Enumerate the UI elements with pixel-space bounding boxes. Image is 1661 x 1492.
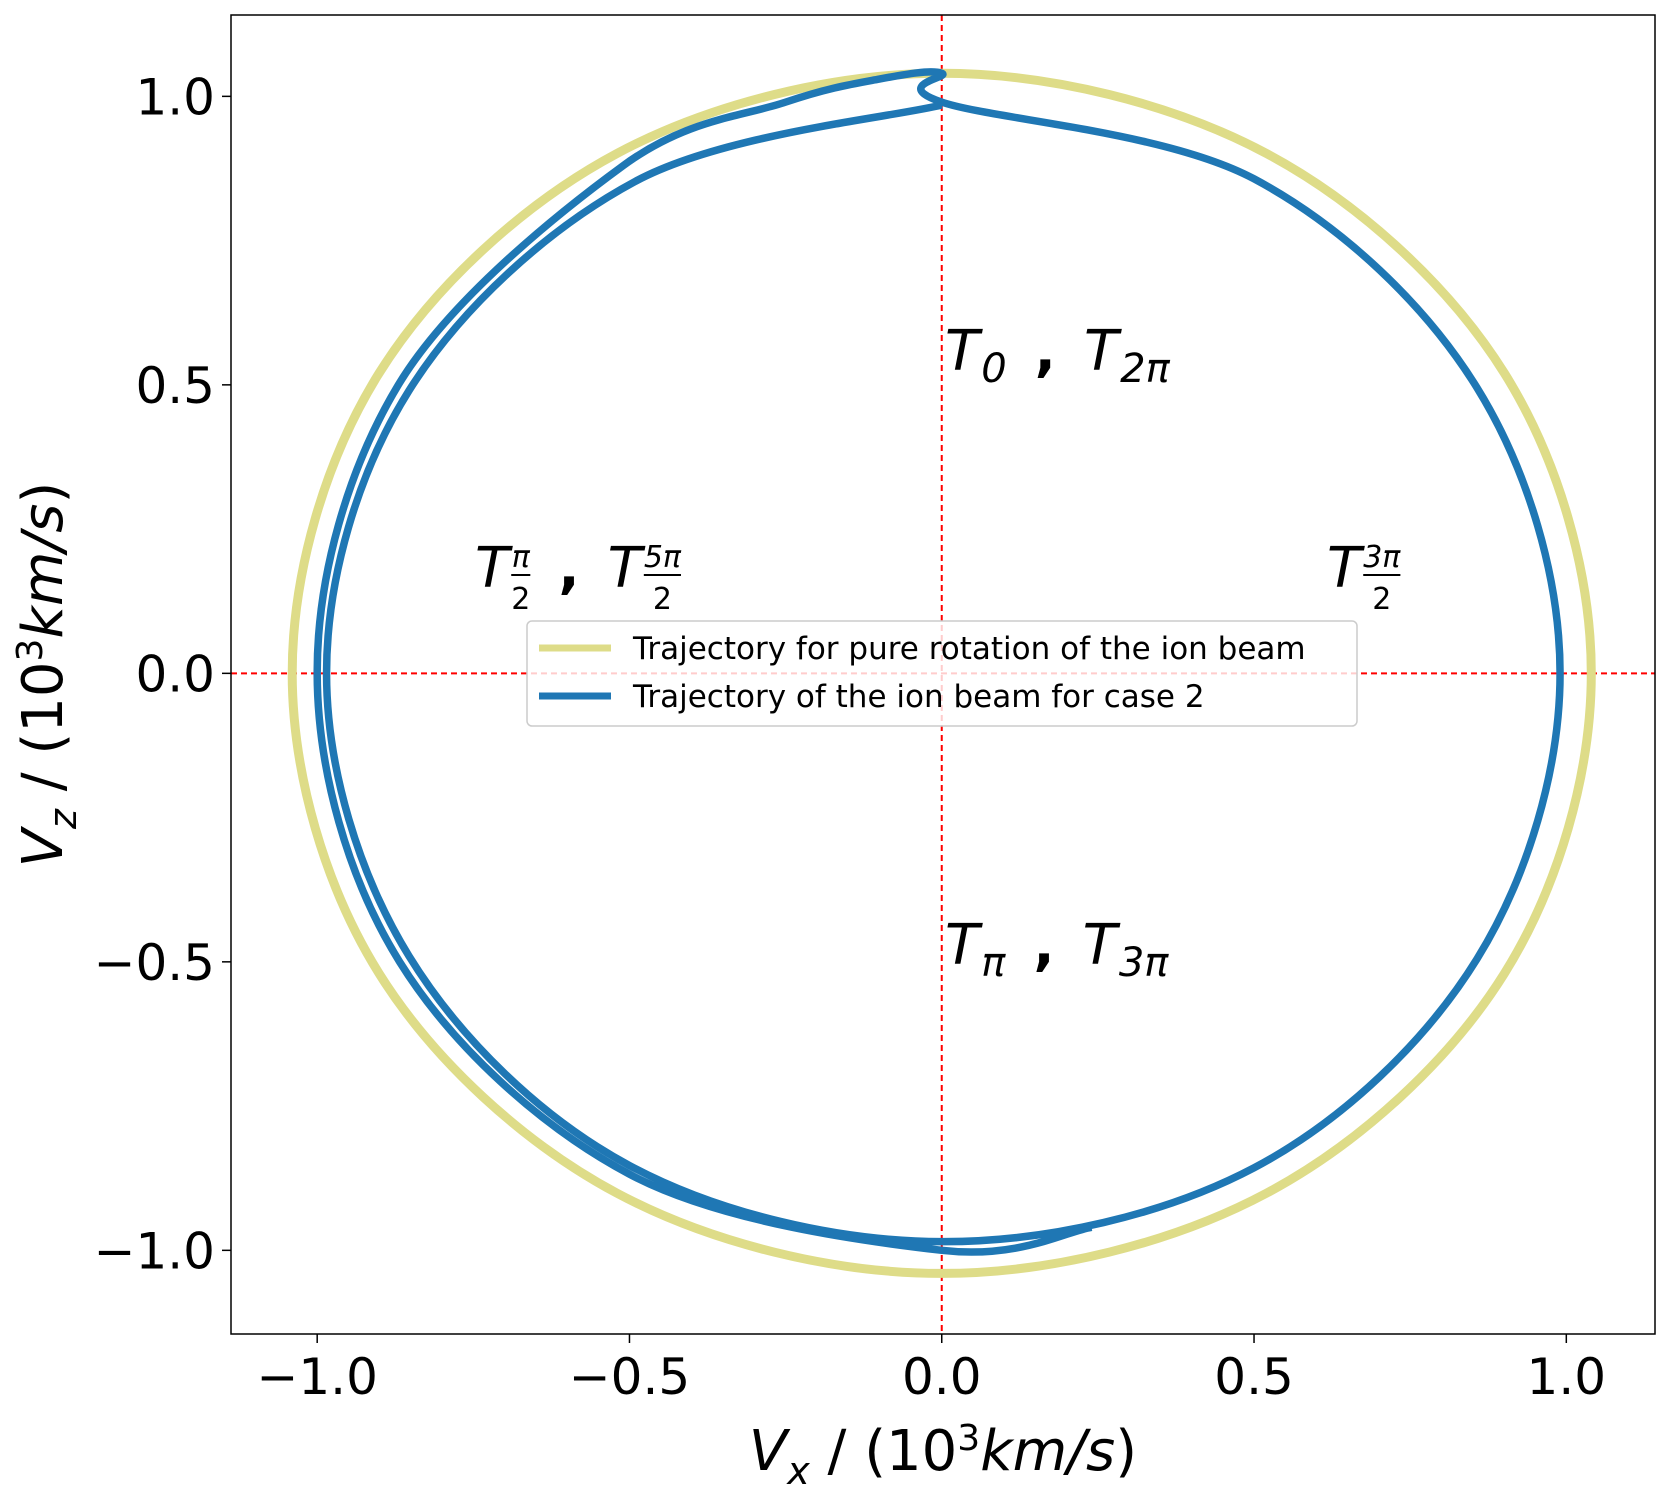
annotation-denominator: 2 [511, 582, 530, 617]
trajectory-line [313, 68, 1564, 1256]
x-tick-label: 0.0 [902, 1348, 982, 1406]
annotation-subscript: 0 [981, 346, 1006, 392]
x-tick-label: −0.5 [569, 1348, 690, 1406]
y-tick-label: −0.5 [94, 934, 215, 992]
ylabel-label-part: z [41, 808, 85, 830]
xlabel-label-part: x [786, 1449, 810, 1488]
annotation-subscript: 3π [1119, 940, 1169, 986]
y-tick-label: 0.5 [135, 357, 215, 415]
y-tick-label: 1.0 [135, 68, 215, 126]
annotation-numerator: 3π [1363, 540, 1401, 575]
annotation-subscript: π [981, 940, 1006, 986]
legend-label: Trajectory for pure rotation of the ion … [632, 631, 1306, 667]
annotation-separator: , [1035, 319, 1056, 384]
annotation-symbol: T [945, 913, 983, 978]
x-tick-label: −1.0 [256, 1348, 377, 1406]
legend-box [526, 620, 1358, 727]
ylabel-label-part: / (10 [11, 661, 76, 809]
annotation-separator: , [1033, 913, 1054, 978]
xlabel-label-part: 3 [957, 1418, 980, 1459]
ylabel-label-part: ) [11, 482, 76, 504]
x-tick-label: 0.5 [1214, 1348, 1294, 1406]
annotation-symbol: T [475, 536, 513, 601]
annotation-symbol: T [1083, 913, 1121, 978]
ylabel-label: Vz / (103km/s) [10, 482, 85, 868]
annotation-symbol: T [945, 319, 983, 384]
y-tick-label: −1.0 [94, 1222, 215, 1280]
x-tick-label: 1.0 [1527, 1348, 1607, 1406]
annotation-numerator: 5π [644, 540, 682, 575]
ylabel-label-part: 3 [10, 639, 51, 662]
ylabel-label-part: km/s [11, 504, 76, 639]
xlabel-label: Vx / (103km/s) [749, 1418, 1137, 1488]
xlabel-label-part: ) [1115, 1419, 1137, 1484]
ylabel-label-part: V [11, 825, 76, 867]
xlabel-label-part: V [749, 1419, 791, 1484]
xlabel-label-part: / (10 [810, 1419, 958, 1484]
annotation-symbol: T [1327, 536, 1365, 601]
annotation-symbol: T [1084, 319, 1122, 384]
trajectory-line [287, 68, 1596, 1278]
annotation-subscript: 2π [1120, 346, 1170, 392]
annotation-denominator: 2 [1372, 582, 1391, 617]
annotation-separator: , [558, 536, 579, 601]
annotation-numerator: π [512, 540, 531, 575]
legend-label: Trajectory of the ion beam for case 2 [632, 679, 1205, 715]
xlabel-label-part: km/s [980, 1419, 1115, 1484]
plot-frame [230, 14, 1656, 1335]
annotation-denominator: 2 [653, 582, 672, 617]
y-tick-label: 0.0 [135, 645, 215, 703]
annotation-symbol: T [608, 536, 646, 601]
